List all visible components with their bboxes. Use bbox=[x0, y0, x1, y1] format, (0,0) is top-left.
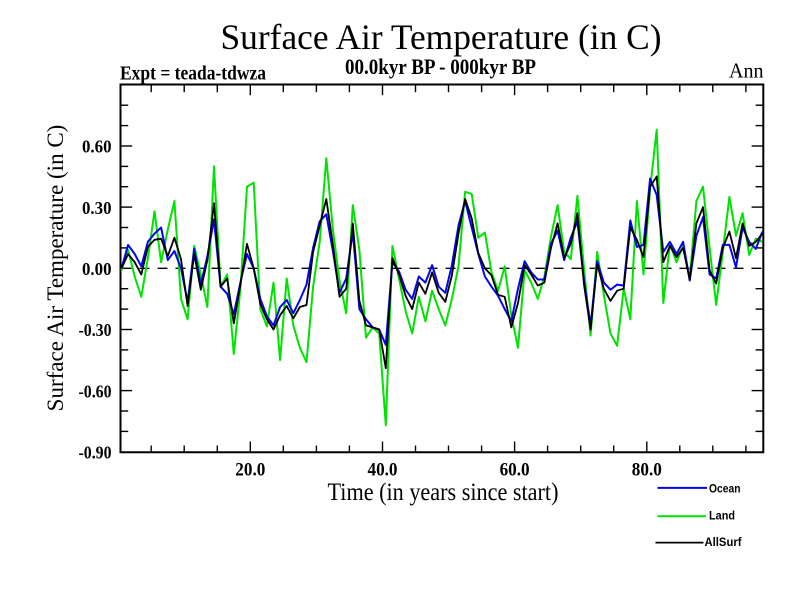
svg-text:60.0: 60.0 bbox=[500, 459, 530, 480]
svg-text:Surface Air Temperature (in C): Surface Air Temperature (in C) bbox=[43, 125, 68, 412]
svg-text:20.0: 20.0 bbox=[235, 459, 265, 480]
svg-text:Surface Air Temperature (in C): Surface Air Temperature (in C) bbox=[221, 17, 662, 57]
svg-text:40.0: 40.0 bbox=[368, 459, 398, 480]
svg-text:Expt = teada-tdwza: Expt = teada-tdwza bbox=[120, 63, 266, 85]
svg-text:0.00: 0.00 bbox=[82, 259, 112, 279]
svg-text:Time (in years since start): Time (in years since start) bbox=[328, 479, 559, 506]
svg-text:0.30: 0.30 bbox=[82, 198, 112, 218]
svg-text:-0.90: -0.90 bbox=[79, 443, 112, 463]
svg-text:80.0: 80.0 bbox=[632, 459, 662, 480]
svg-text:Land: Land bbox=[709, 510, 735, 522]
svg-text:Ann: Ann bbox=[729, 59, 764, 83]
svg-text:00.0kyr BP - 000kyr BP: 00.0kyr BP - 000kyr BP bbox=[345, 54, 536, 79]
svg-text:0.60: 0.60 bbox=[82, 137, 112, 157]
svg-text:Ocean: Ocean bbox=[709, 483, 741, 495]
svg-text:-0.60: -0.60 bbox=[79, 381, 112, 401]
svg-text:AllSurf: AllSurf bbox=[705, 537, 742, 549]
svg-text:-0.30: -0.30 bbox=[79, 320, 112, 340]
